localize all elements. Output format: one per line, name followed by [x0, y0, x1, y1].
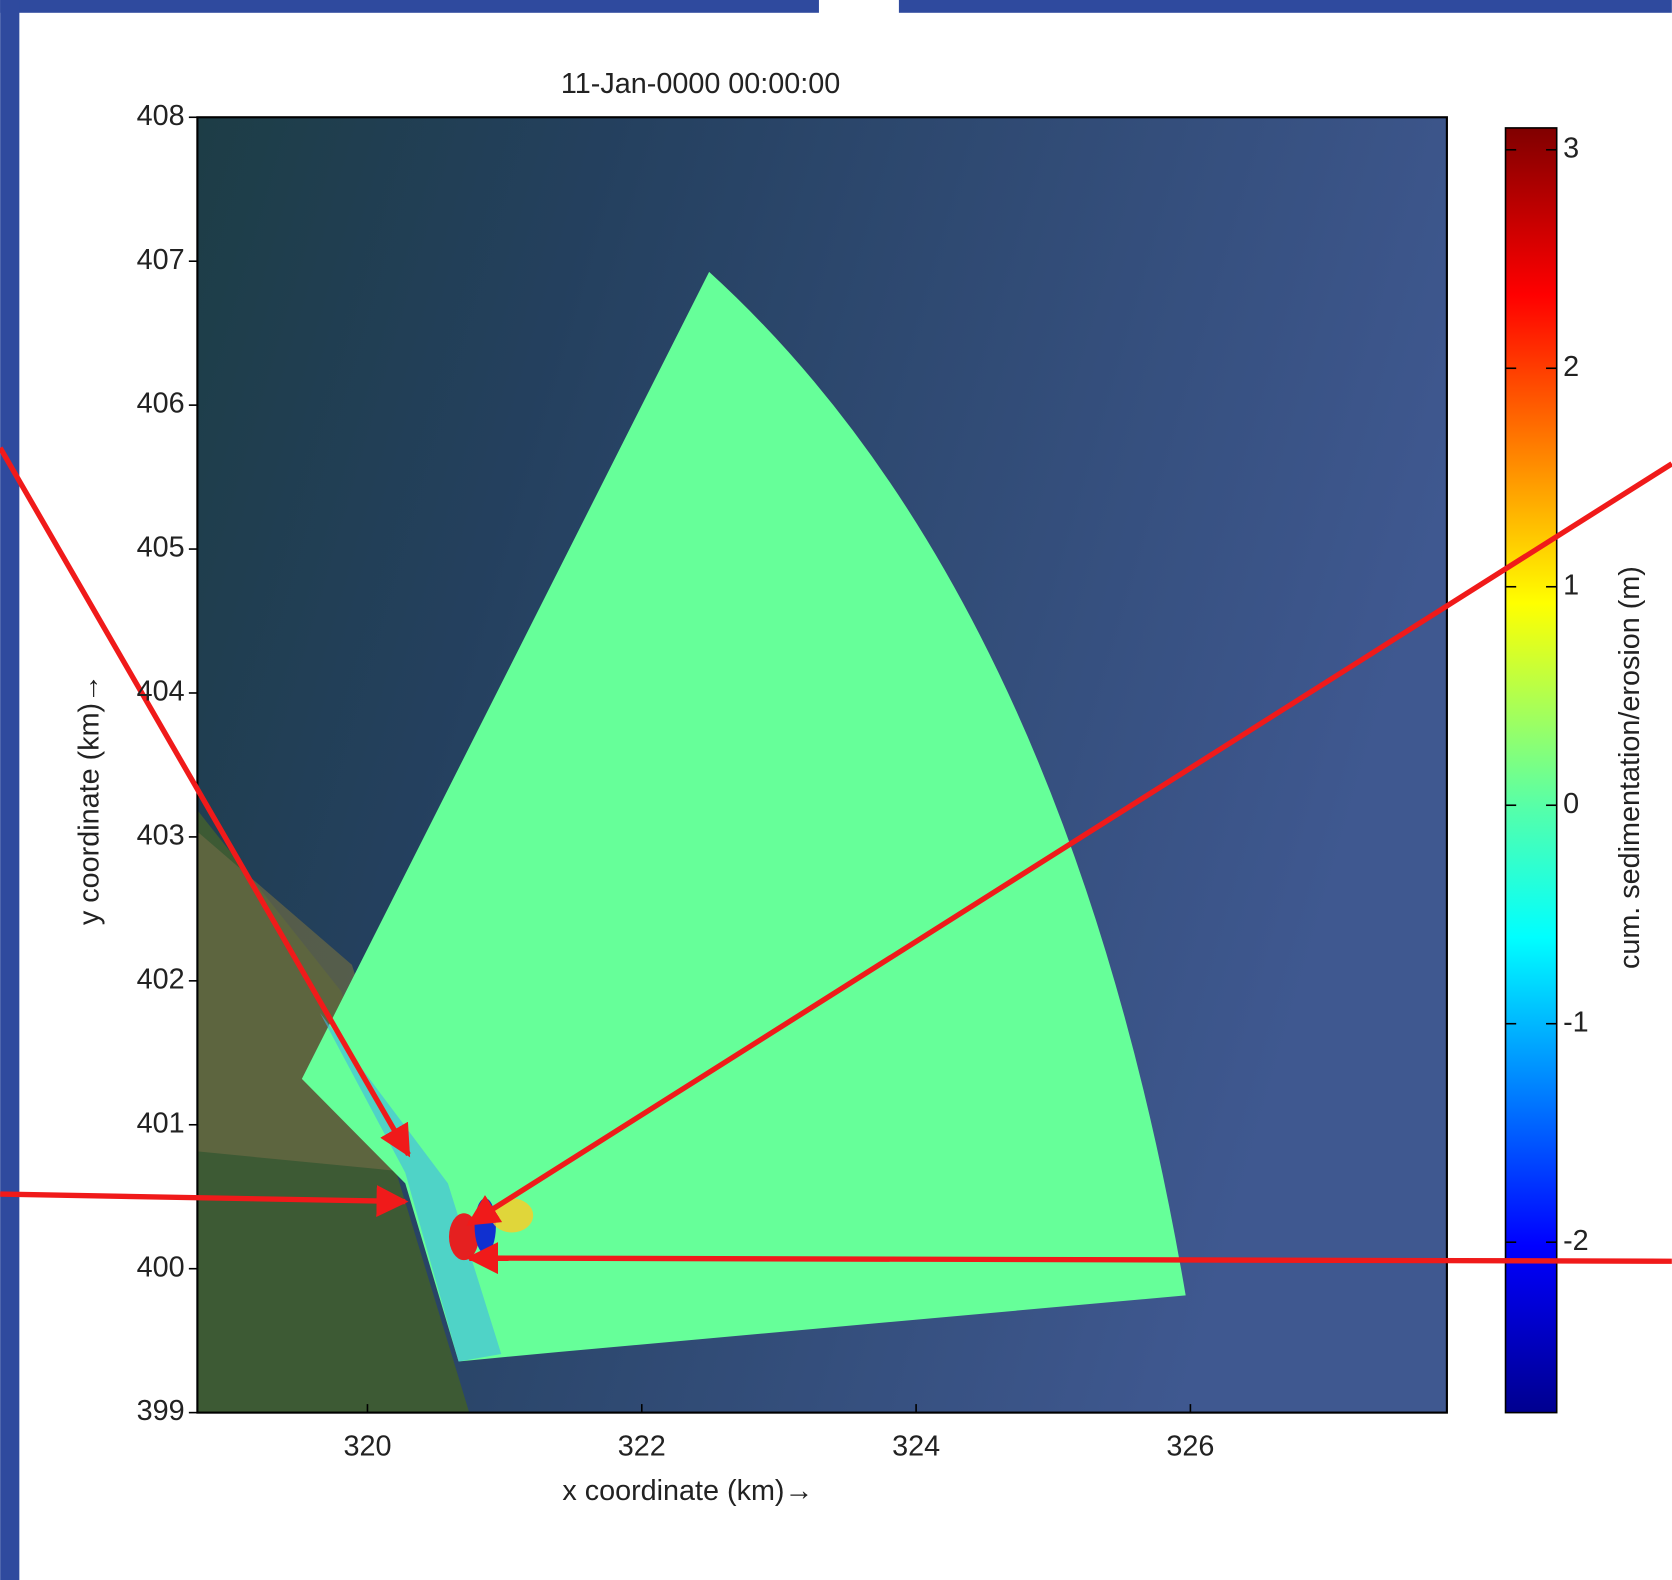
- frame-bar: [0, 0, 819, 13]
- erosion-zone: [319, 1012, 502, 1362]
- x-tick-label: 322: [618, 1430, 666, 1462]
- arrow: [466, 1242, 1672, 1275]
- plot-frame: [196, 116, 1448, 1414]
- arrow: [466, 461, 1672, 1227]
- colorbar-tick-label: 3: [1563, 132, 1579, 164]
- x-tick-label: 326: [1166, 1430, 1214, 1462]
- x-tick-label: 320: [343, 1430, 391, 1462]
- y-tick-label: 403: [137, 820, 185, 852]
- y-tick-label: 400: [137, 1251, 185, 1283]
- y-tick-label: 405: [137, 532, 185, 564]
- y-tick-label: 407: [137, 244, 185, 276]
- colorbar: [1504, 127, 1558, 1414]
- y-tick-label: 408: [137, 100, 185, 132]
- colorbar-label: cum. sedimentation/erosion (m): [1614, 566, 1646, 969]
- model-domain: [301, 271, 1186, 1362]
- colorbar-tick-label: 0: [1563, 788, 1579, 820]
- x-tick-label: 324: [892, 1430, 940, 1462]
- colorbar-tick-label: -2: [1563, 1225, 1589, 1257]
- colorbar-tick-label: 2: [1563, 351, 1579, 383]
- annotation-arrows: [0, 446, 1672, 1275]
- y-tick-label: 401: [137, 1107, 185, 1139]
- y-tick-label: 402: [137, 963, 185, 995]
- colorbar-tick-label: 1: [1563, 569, 1579, 601]
- frame-bar: [898, 0, 1672, 13]
- arrow: [0, 446, 411, 1158]
- y-tick-label: 406: [137, 388, 185, 420]
- colorbar-tick-label: -1: [1563, 1006, 1589, 1038]
- frame-bar: [0, 0, 20, 1580]
- chart-title: 11-Jan-0000 00:00:00: [561, 68, 840, 100]
- x-axis-label: x coordinate (km)→: [562, 1475, 813, 1507]
- y-tick-label: 404: [137, 676, 185, 708]
- y-axis-label: y coordinate (km)→: [73, 674, 105, 925]
- y-tick-label: 399: [137, 1395, 185, 1427]
- arrow: [0, 1185, 409, 1217]
